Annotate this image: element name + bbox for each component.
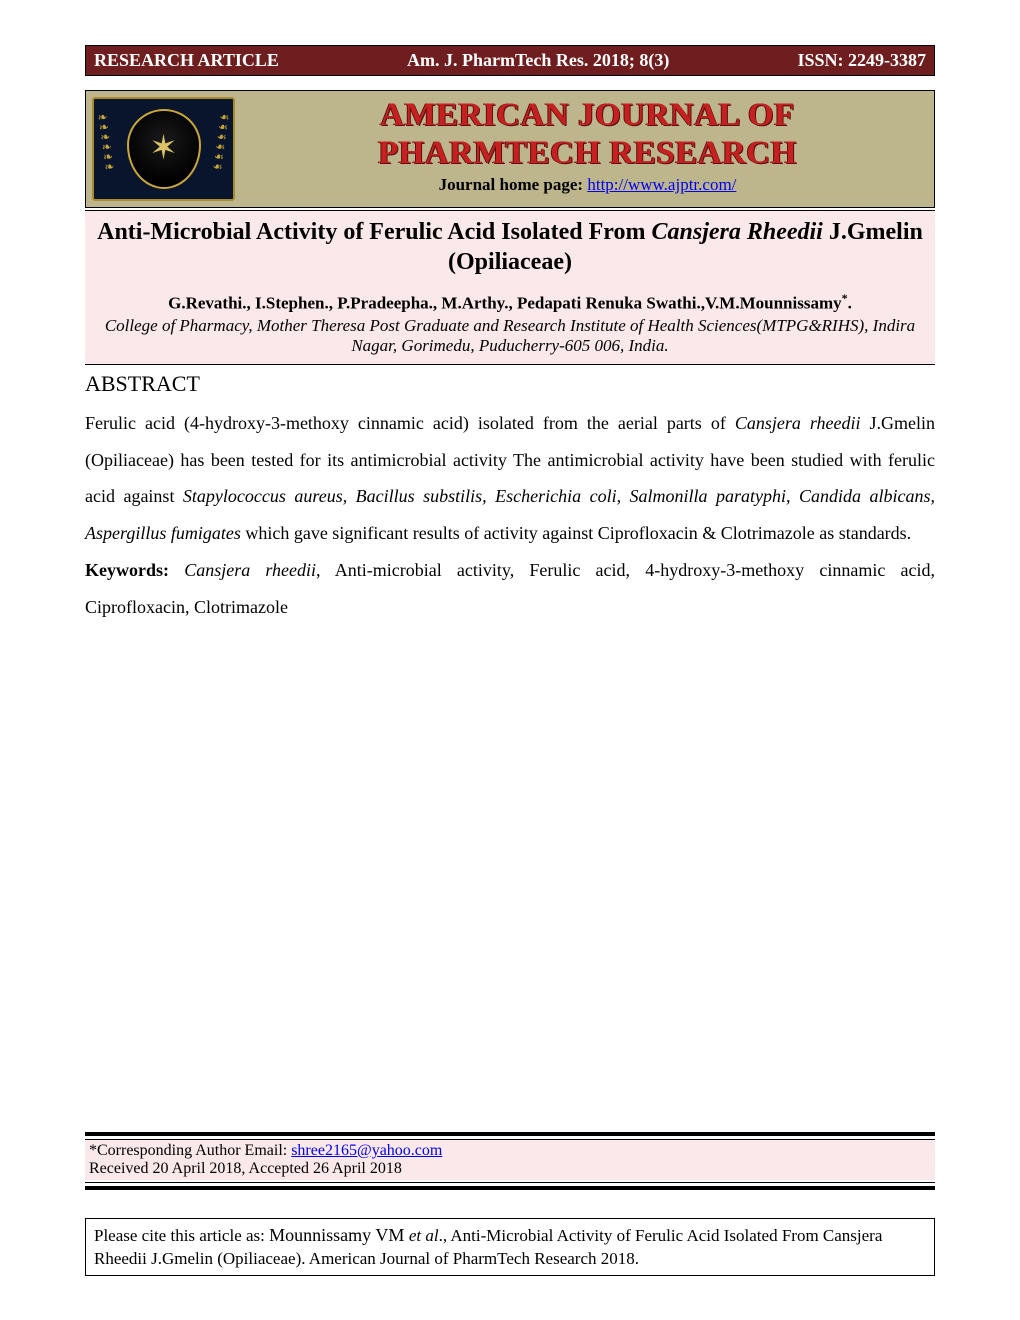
citation-box: Please cite this article as: Mounnissamy… [85, 1218, 935, 1276]
author-tail: . [848, 294, 852, 313]
footer-block: *Corresponding Author Email: shree2165@y… [85, 1132, 935, 1190]
article-title-block: Anti-Microbial Activity of Ferulic Acid … [85, 210, 935, 365]
corresponding-author-box: *Corresponding Author Email: shree2165@y… [85, 1140, 935, 1180]
keywords-label: Keywords: [85, 560, 169, 580]
received-accepted: Received 20 April 2018, Accepted 26 Apri… [89, 1160, 402, 1177]
corresponding-email-link[interactable]: shree2165@yahoo.com [291, 1142, 442, 1159]
journal-home-label: Journal home page: [439, 175, 588, 194]
corresponding-label: *Corresponding Author Email: [89, 1142, 291, 1159]
laurel-right-icon: ❧❧❧❧❧❧ [198, 110, 230, 188]
laurel-left-icon: ❧❧❧❧❧❧ [97, 110, 129, 188]
abstract-heading: ABSTRACT [85, 371, 935, 397]
journal-homepage: Journal home page: http://www.ajptr.com/ [249, 175, 926, 195]
journal-reference: Am. J. PharmTech Res. 2018; 8(3) [279, 50, 798, 71]
journal-logo-cell: ❧❧❧❧❧❧ ❧❧❧❧❧❧ [86, 91, 241, 207]
title-italic: Cansjera Rheedii [652, 219, 823, 245]
footer-rule-top [85, 1132, 935, 1140]
issn: ISSN: 2249-3387 [797, 50, 926, 71]
journal-title-line1: AMERICAN JOURNAL OF [249, 97, 926, 135]
abs-italic-1: Cansjera rheedii [735, 413, 861, 433]
keywords-italic: Cansjera rheedii [184, 560, 316, 580]
journal-title-line2: PHARMTECH RESEARCH [249, 135, 926, 173]
shield-icon [127, 109, 201, 189]
footer-rule-bottom [85, 1182, 935, 1190]
abs-text-3: which gave significant results of activi… [241, 523, 911, 543]
cite-etal: et al [409, 1226, 439, 1245]
journal-banner: ❧❧❧❧❧❧ ❧❧❧❧❧❧ AMERICAN JOURNAL OF PHARMT… [85, 90, 935, 208]
authors-list: G.Revathi., I.Stephen., P.Pradeepha., M.… [168, 294, 841, 313]
article-type: RESEARCH ARTICLE [94, 50, 279, 71]
cite-name: Mounnissamy VM [269, 1225, 409, 1245]
journal-home-link[interactable]: http://www.ajptr.com/ [587, 175, 736, 194]
journal-logo: ❧❧❧❧❧❧ ❧❧❧❧❧❧ [92, 97, 235, 201]
cite-lead: Please cite this article as: [94, 1226, 269, 1245]
journal-title-block: AMERICAN JOURNAL OF PHARMTECH RESEARCH J… [241, 91, 934, 207]
page: RESEARCH ARTICLE Am. J. PharmTech Res. 2… [0, 0, 1020, 1320]
affiliation: College of Pharmacy, Mother Theresa Post… [91, 316, 929, 356]
header-bar: RESEARCH ARTICLE Am. J. PharmTech Res. 2… [85, 45, 935, 76]
abstract-body: Ferulic acid (4-hydroxy-3-methoxy cinnam… [85, 405, 935, 626]
article-title: Anti-Microbial Activity of Ferulic Acid … [91, 217, 929, 277]
abs-text-1: Ferulic acid (4-hydroxy-3-methoxy cinnam… [85, 413, 735, 433]
title-part-1: Anti-Microbial Activity of Ferulic Acid … [97, 219, 651, 245]
authors: G.Revathi., I.Stephen., P.Pradeepha., M.… [91, 291, 929, 314]
